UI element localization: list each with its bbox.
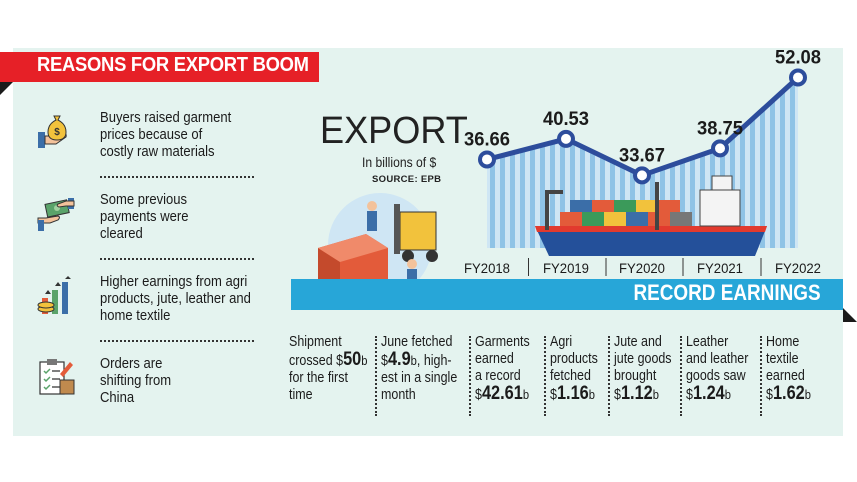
reason-text-1: Buyers raised garment prices because of co… xyxy=(100,110,232,160)
data-label: 38.75 xyxy=(697,118,743,139)
data-point xyxy=(478,150,496,169)
fact-item-1: Shipment crossed $50b for the first time xyxy=(289,334,368,403)
fact-divider xyxy=(375,336,377,416)
data-label: 52.08 xyxy=(775,48,821,69)
export-subtitle: In billions of $ xyxy=(362,155,437,170)
growth-coins-icon xyxy=(37,276,71,314)
data-point xyxy=(557,129,575,148)
order-clipboard-icon xyxy=(39,359,75,395)
data-label: 33.67 xyxy=(619,145,665,166)
fact-item-4: Agri products fetched $1.16b xyxy=(550,334,598,404)
reason-divider xyxy=(100,258,254,260)
reason-text-3: Higher earnings from agri products, jute,… xyxy=(100,274,251,324)
fact-divider xyxy=(544,336,546,416)
export-source: SOURCE: EPB xyxy=(372,174,442,185)
data-label: 36.66 xyxy=(464,129,510,150)
record-earnings-label: RECORD EARNINGS xyxy=(633,280,821,305)
header-fold-corner xyxy=(0,82,13,95)
money-bag-hand-icon: $ xyxy=(38,115,67,148)
fact-divider xyxy=(680,336,682,416)
fact-divider xyxy=(608,336,610,416)
reason-text-4: Orders are shifting from China xyxy=(100,356,172,406)
x-tick-label: FY2022 xyxy=(775,261,821,276)
payment-exchange-icon xyxy=(37,198,75,231)
data-point xyxy=(789,68,807,87)
x-tick-label: FY2020 xyxy=(619,261,665,276)
fact-item-3: Garments earned a record $42.61b xyxy=(475,334,530,404)
reason-text-2: Some previous payments were cleared xyxy=(100,192,189,242)
x-tick-label: FY2018 xyxy=(464,261,510,276)
record-earnings-band xyxy=(291,279,843,310)
reason-divider xyxy=(100,340,254,342)
fact-item-5: Jute and jute goods brought $1.12b xyxy=(614,334,672,404)
fact-item-7: Home textile earned $1.62b xyxy=(766,334,811,404)
band-fold-corner xyxy=(843,308,857,322)
data-label: 40.53 xyxy=(543,109,589,130)
fact-divider xyxy=(469,336,471,416)
x-tick-label: FY2021 xyxy=(697,261,743,276)
data-point xyxy=(633,166,651,185)
svg-text:$: $ xyxy=(54,127,60,138)
data-point xyxy=(711,139,729,158)
cargo-ship-icon xyxy=(535,175,767,256)
fact-item-6: Leather and leather goods saw $1.24b xyxy=(686,334,749,404)
header-title: REASONS FOR EXPORT BOOM xyxy=(37,54,309,76)
export-title: EXPORT xyxy=(320,110,468,152)
fact-item-2: June fetched $4.9b, high-est in a single m… xyxy=(381,334,458,403)
fact-divider xyxy=(760,336,762,416)
reason-divider xyxy=(100,176,254,178)
header-bar xyxy=(0,52,319,82)
x-tick-label: FY2019 xyxy=(543,261,589,276)
